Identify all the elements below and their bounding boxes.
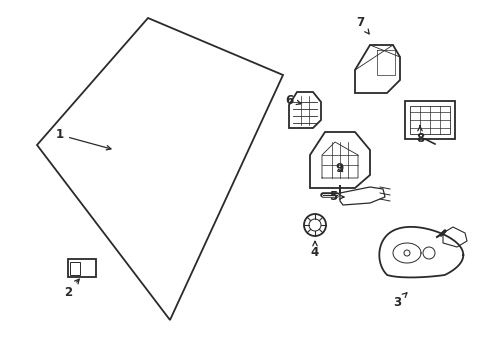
Text: 6: 6 [285, 94, 301, 107]
FancyBboxPatch shape [409, 106, 449, 134]
Text: 5: 5 [328, 190, 343, 203]
Text: 2: 2 [64, 279, 79, 298]
Text: 7: 7 [355, 15, 368, 34]
FancyBboxPatch shape [404, 101, 454, 139]
Text: 9: 9 [335, 162, 344, 175]
FancyBboxPatch shape [68, 259, 96, 277]
Text: 4: 4 [310, 242, 319, 258]
Text: 3: 3 [392, 293, 406, 309]
Text: 8: 8 [415, 126, 423, 144]
Text: 1: 1 [56, 129, 111, 150]
FancyBboxPatch shape [70, 261, 80, 274]
